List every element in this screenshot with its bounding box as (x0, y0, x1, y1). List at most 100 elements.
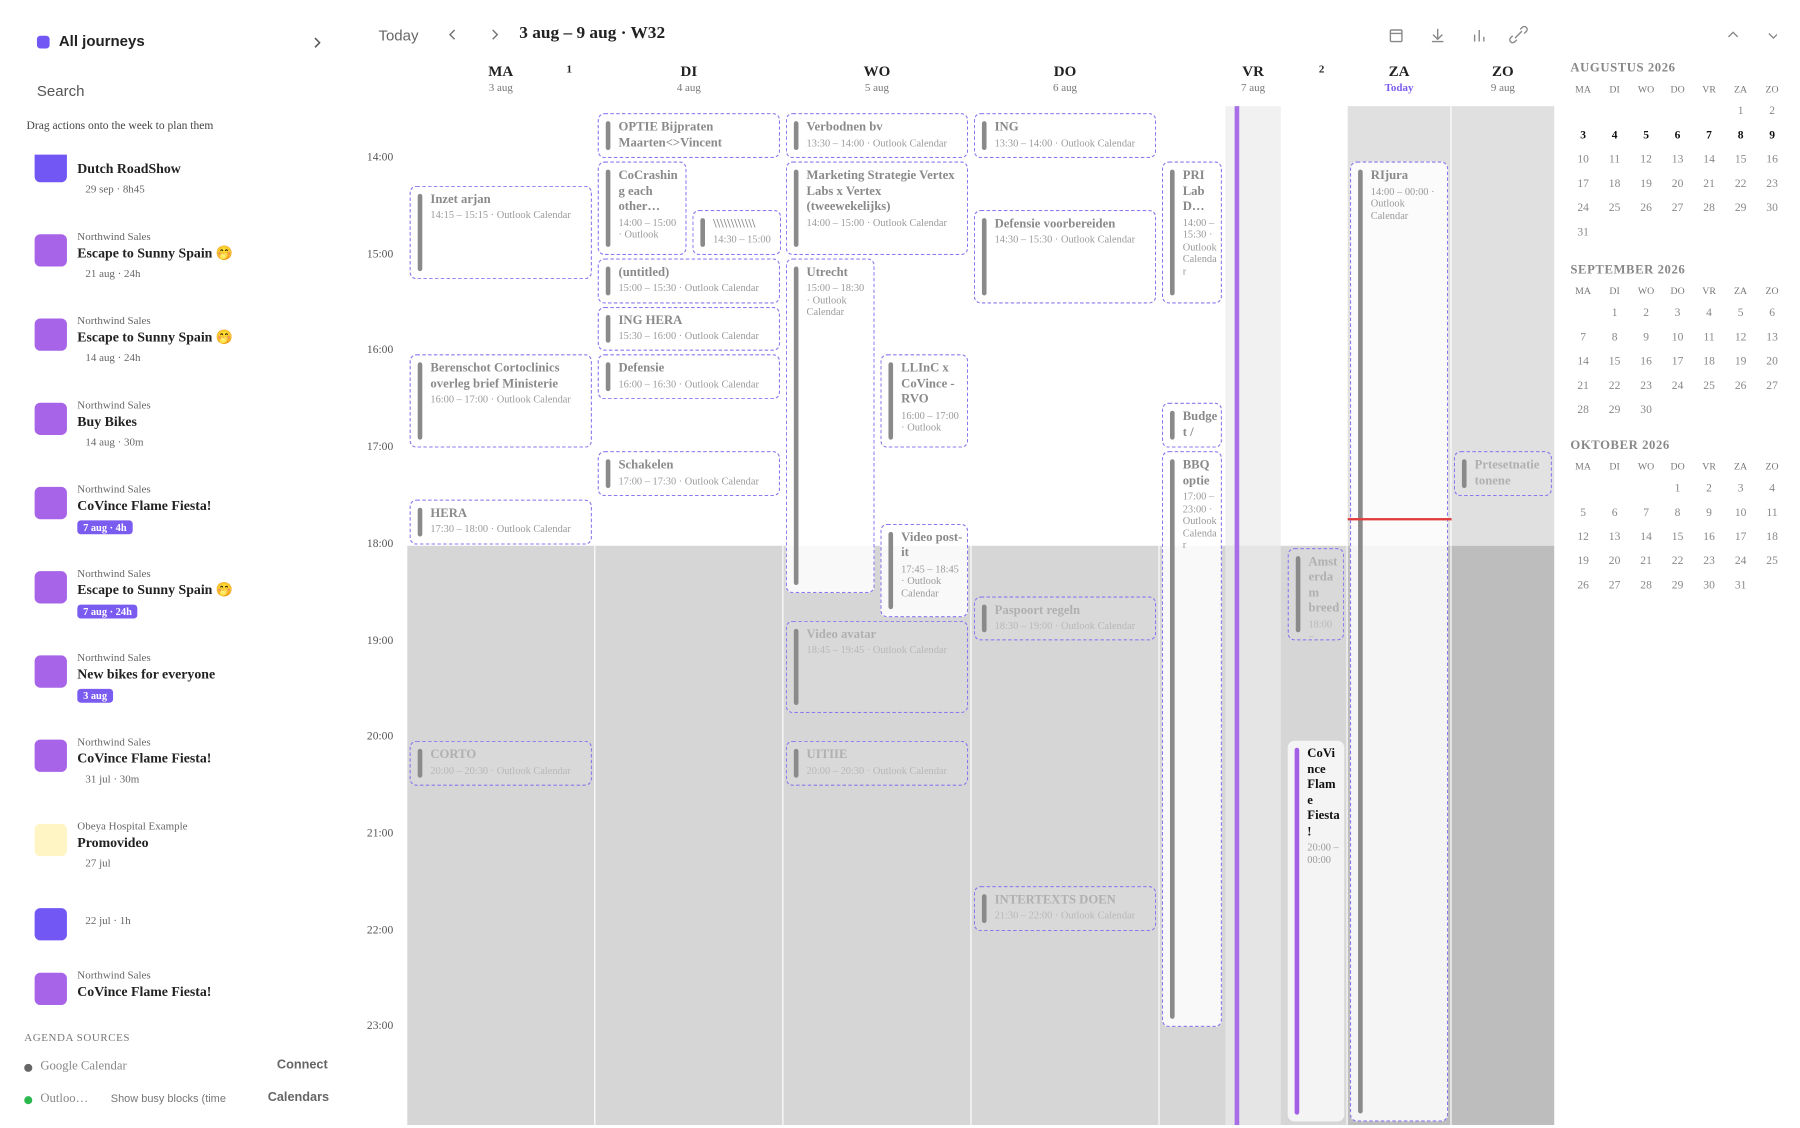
mini-day[interactable]: 20 (1608, 555, 1621, 568)
mini-day[interactable]: 23 (1640, 379, 1652, 393)
mini-day[interactable]: 4 (1611, 129, 1618, 142)
mini-day[interactable]: 17 (1671, 355, 1684, 369)
mini-day[interactable]: 19 (1734, 355, 1747, 369)
event-block[interactable]: Schakelen 17:00 – 17:30 · Outlook Calenda… (597, 451, 781, 497)
event-block[interactable]: \\\\\\\\\\\\ 14:30 – 15:00 (692, 209, 782, 255)
event-block[interactable]: Video avatar 18:45 – 19:45 · Outlook Cale… (785, 620, 969, 714)
mini-day[interactable]: 20 (1766, 355, 1778, 369)
mini-day[interactable]: 7 (1643, 506, 1649, 520)
mini-day[interactable]: 22 (1734, 177, 1747, 191)
mini-day[interactable]: 1 (1674, 482, 1681, 496)
mini-day[interactable]: 10 (1577, 153, 1589, 167)
mini-day[interactable]: 15 (1671, 530, 1684, 544)
mini-day[interactable]: 5 (1737, 306, 1744, 320)
journey-item[interactable]: Northwind Sales CoVince Flame Fiesta! 7 au… (0, 485, 346, 573)
mini-day[interactable]: 29 (1734, 201, 1747, 215)
mini-day[interactable]: 27 (1766, 379, 1778, 393)
event-block[interactable]: Video post-it 17:45 – 18:45 · Outlook Cal… (880, 523, 969, 617)
event-block[interactable]: Defensie voorbereiden 14:30 – 15:30 · Out… (973, 209, 1157, 303)
event-block[interactable]: Verbodnen bv 13:30 – 14:00 · Outlook Cale… (785, 113, 969, 159)
mini-day[interactable]: 1 (1611, 306, 1618, 320)
journey-item[interactable]: Obeya Hospital Example Promovideo 27 jul (0, 822, 346, 909)
mini-day[interactable]: 7 (1706, 129, 1712, 142)
mini-day[interactable]: 9 (1643, 331, 1649, 344)
event-block[interactable]: Budget / (1161, 402, 1222, 448)
mini-day[interactable]: 20 (1671, 177, 1684, 191)
mini-day[interactable]: 30 (1640, 403, 1652, 417)
mini-day[interactable]: 25 (1608, 201, 1621, 215)
mini-day[interactable]: 2 (1769, 105, 1775, 118)
mini-day[interactable]: 9 (1769, 129, 1775, 142)
search-input[interactable]: Search (36, 81, 85, 100)
mini-day[interactable]: 25 (1766, 555, 1778, 568)
prev-week[interactable] (447, 28, 459, 42)
mini-day[interactable]: 31 (1734, 579, 1747, 592)
mini-day[interactable]: 30 (1766, 201, 1778, 215)
mini-day[interactable]: 3 (1674, 306, 1681, 320)
mini-day[interactable]: 13 (1671, 153, 1684, 167)
next-week[interactable] (489, 28, 501, 42)
mini-day[interactable]: 27 (1608, 579, 1621, 592)
mini-day[interactable]: 13 (1608, 530, 1621, 544)
mini-day[interactable]: 22 (1608, 379, 1621, 393)
event-block[interactable]: BBQ optie 17:00 – 23:00 · Outlook Calenda… (1161, 451, 1222, 1028)
event-block[interactable]: Berenschot Cortoclinics overleg brief Mi… (409, 354, 592, 448)
journey-item[interactable]: Northwind Sales Escape to Sunny Spain 🤭 21… (0, 232, 346, 320)
mini-day[interactable]: 14 (1577, 355, 1589, 369)
mini-day[interactable]: 14 (1640, 530, 1652, 544)
journey-item[interactable]: 22 jul · 1h (0, 908, 346, 994)
mini-day[interactable]: 10 (1734, 506, 1747, 520)
journey-item[interactable]: Northwind Sales CoVince Flame Fiesta! 31 j… (0, 737, 346, 825)
source-action[interactable]: Connect (276, 1058, 328, 1072)
mini-day[interactable]: 16 (1703, 530, 1715, 544)
mini-day[interactable]: 13 (1766, 331, 1778, 344)
mini-day[interactable]: 28 (1640, 579, 1652, 592)
mini-day[interactable]: 2 (1643, 306, 1649, 320)
journey-item[interactable]: Northwind Sales Escape to Sunny Spain 🤭 7 … (0, 569, 346, 657)
mini-day[interactable]: 12 (1734, 331, 1747, 344)
mini-day[interactable]: 3 (1580, 129, 1586, 142)
mini-day[interactable]: 17 (1577, 177, 1589, 191)
chevron-right[interactable] (312, 36, 324, 50)
mini-day[interactable]: 30 (1703, 579, 1715, 592)
mini-day[interactable]: 16 (1766, 153, 1778, 167)
source-action[interactable]: Calendars (267, 1090, 330, 1105)
mini-day[interactable]: 28 (1577, 403, 1589, 417)
mini-day[interactable]: 26 (1734, 379, 1747, 393)
mini-day[interactable]: 14 (1703, 153, 1715, 167)
journey-item[interactable]: Northwind Sales New bikes for everyone 3 a… (0, 653, 346, 741)
event-block[interactable]: CORTO 20:00 – 20:30 · Outlook Calendar (409, 740, 592, 786)
event-block[interactable]: INTERTEXTS DOEN 21:30 – 22:00 · Outlook C… (973, 885, 1157, 931)
mini-day[interactable]: 24 (1671, 379, 1684, 393)
event-block[interactable]: ING HERA 15:30 – 16:00 · Outlook Calendar (597, 306, 781, 352)
mini-day[interactable]: 26 (1577, 579, 1589, 592)
event-block[interactable]: LLInC x CoVince - RVO 16:00 – 17:00 · Out… (880, 354, 969, 448)
event-block[interactable]: RIjura 14:00 – 00:00 · Outlook Calendar (1350, 161, 1449, 1122)
today-button[interactable]: Today (378, 26, 419, 44)
mini-day[interactable]: 26 (1640, 201, 1652, 215)
journey-item[interactable]: Northwind Sales CoVince Flame Fiesta! (0, 970, 346, 1015)
mini-day[interactable]: 8 (1674, 506, 1681, 520)
journeys-filter[interactable]: All journeys (58, 32, 145, 50)
mini-day[interactable]: 10 (1671, 331, 1684, 344)
mini-day[interactable]: 15 (1608, 355, 1621, 369)
mini-day[interactable]: 31 (1577, 226, 1589, 239)
mini-day[interactable]: 11 (1609, 153, 1621, 167)
event-block[interactable]: CoVince Flame Fiesta! 20:00 – 00:00 (1287, 740, 1345, 1122)
mini-day[interactable]: 12 (1577, 530, 1589, 544)
mini-day[interactable]: 18 (1608, 177, 1621, 191)
event-block[interactable]: OPTIE Bijpraten Maarten<>Vincent (597, 113, 781, 159)
mini-day[interactable]: 16 (1640, 355, 1652, 369)
mini-day[interactable]: 25 (1703, 379, 1715, 393)
mini-day[interactable]: 12 (1640, 153, 1652, 167)
mini-day[interactable]: 27 (1671, 201, 1684, 215)
mini-day[interactable]: 24 (1577, 201, 1589, 215)
mini-day[interactable]: 18 (1766, 530, 1778, 544)
event-block[interactable]: UITIIE 20:00 – 20:30 · Outlook Calendar (785, 740, 969, 786)
mini-day[interactable]: 19 (1640, 177, 1652, 191)
toolbar-icons[interactable] (1385, 25, 1777, 46)
mini-day[interactable]: 4 (1706, 306, 1712, 320)
mini-day[interactable]: 7 (1580, 331, 1586, 344)
event-block[interactable]: ING 13:30 – 14:00 · Outlook Calendar (973, 113, 1157, 159)
